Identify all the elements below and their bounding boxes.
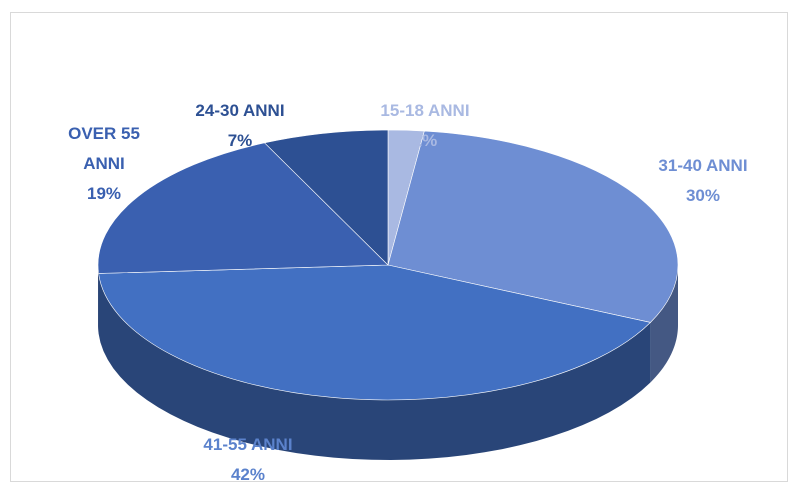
slice [263,129,389,266]
data-label: 41-55 ANNI 42% [203,430,292,490]
label-value: 7% [227,131,253,150]
label-value: 30% [685,186,721,205]
slice [98,264,652,401]
label-value: 42% [230,465,266,484]
label-category: 24-30 ANNI [195,101,285,120]
slice-side [98,265,99,334]
data-label: 31-40 ANNI 30% [658,151,747,211]
label-value: 2% [412,131,438,150]
label-category: OVER 55 ANNI [68,124,140,173]
label-category: 41-55 ANNI [203,435,293,454]
slice [387,130,679,323]
data-label: 15-18 ANNI 2% [380,96,469,156]
chart-frame [10,12,788,482]
label-category: 31-40 ANNI [658,156,748,175]
label-category: 15-18 ANNI [380,101,470,120]
data-label: OVER 55 ANNI 19% [59,119,149,209]
data-label: 24-30 ANNI 7% [195,96,284,156]
slice-side [98,273,651,460]
slice [97,142,389,274]
label-value: 19% [86,184,122,203]
